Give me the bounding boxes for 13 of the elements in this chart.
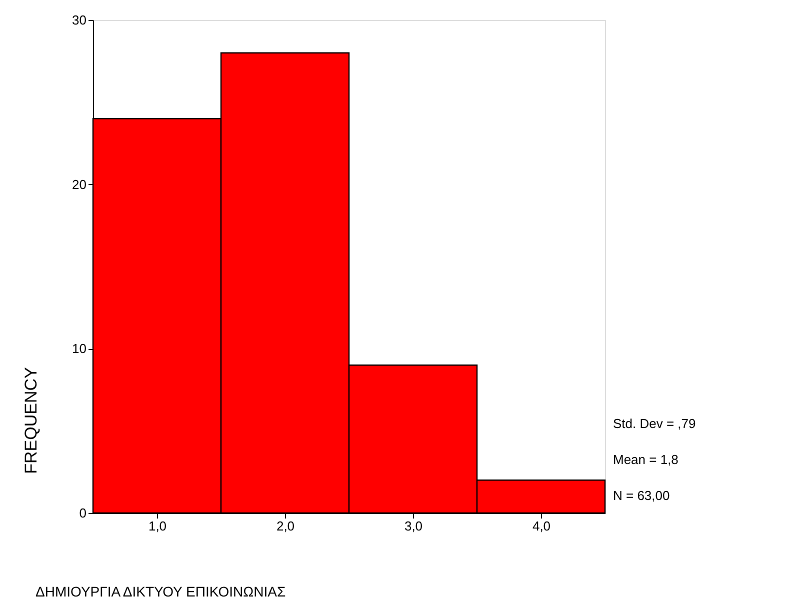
text: Std. Dev = ,79 — [613, 416, 696, 431]
text: N = 63,00 — [613, 488, 670, 503]
y-tick-label: 20 — [72, 176, 86, 192]
x-axis-title: ΔΗΜΙΟΥΡΓΙΑ ΔΙΚΤΥΟΥ ΕΠΙΚΟΙΝΩΝΙΑΣ — [36, 584, 286, 600]
x-tick-label: 4,0 — [532, 518, 551, 534]
x-tick-label: 2,0 — [276, 518, 295, 534]
x-tick-label: 3,0 — [404, 518, 423, 534]
y-tick-label: 30 — [72, 12, 86, 28]
y-tick-label: 10 — [72, 341, 86, 356]
x-tick-label: 1,0 — [148, 518, 167, 534]
y-tick-label: 0 — [79, 506, 86, 520]
text: Mean = 1,8 — [613, 452, 678, 467]
y-axis-title: FREQUENCY — [22, 367, 40, 474]
